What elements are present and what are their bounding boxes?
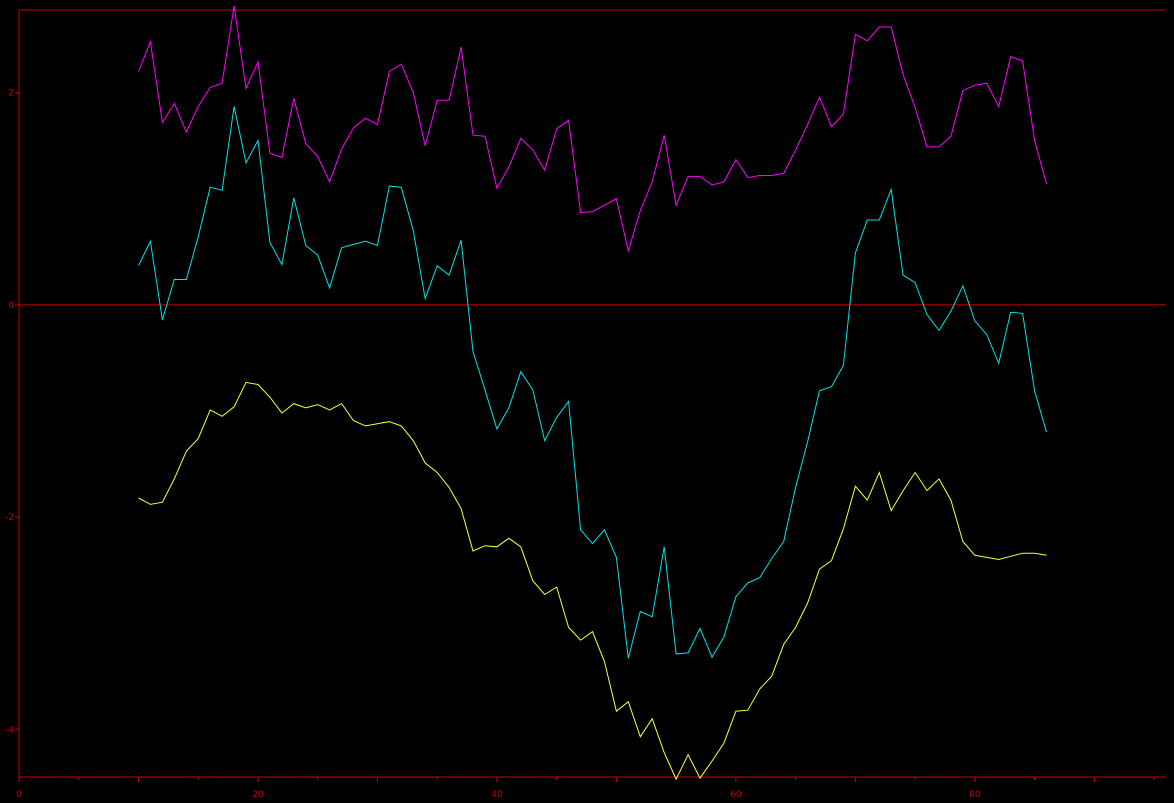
series-line-1 (138, 5, 1047, 253)
x-tick-label: 40 (491, 790, 503, 800)
series-line-2 (138, 106, 1047, 659)
axes (18, 9, 1166, 778)
series-line-3 (138, 381, 1047, 781)
x-tick-label: 60 (730, 790, 742, 800)
series-layer (138, 5, 1047, 781)
x-tick-label: 80 (969, 790, 981, 800)
y-tick-label: 0 (8, 301, 14, 311)
y-tick-label: -2 (5, 513, 14, 523)
x-tick-label: 20 (252, 790, 264, 800)
y-tick-label: 2 (8, 89, 14, 99)
y-tick-label: -4 (5, 725, 14, 735)
x-tick-label: 0 (16, 790, 22, 800)
